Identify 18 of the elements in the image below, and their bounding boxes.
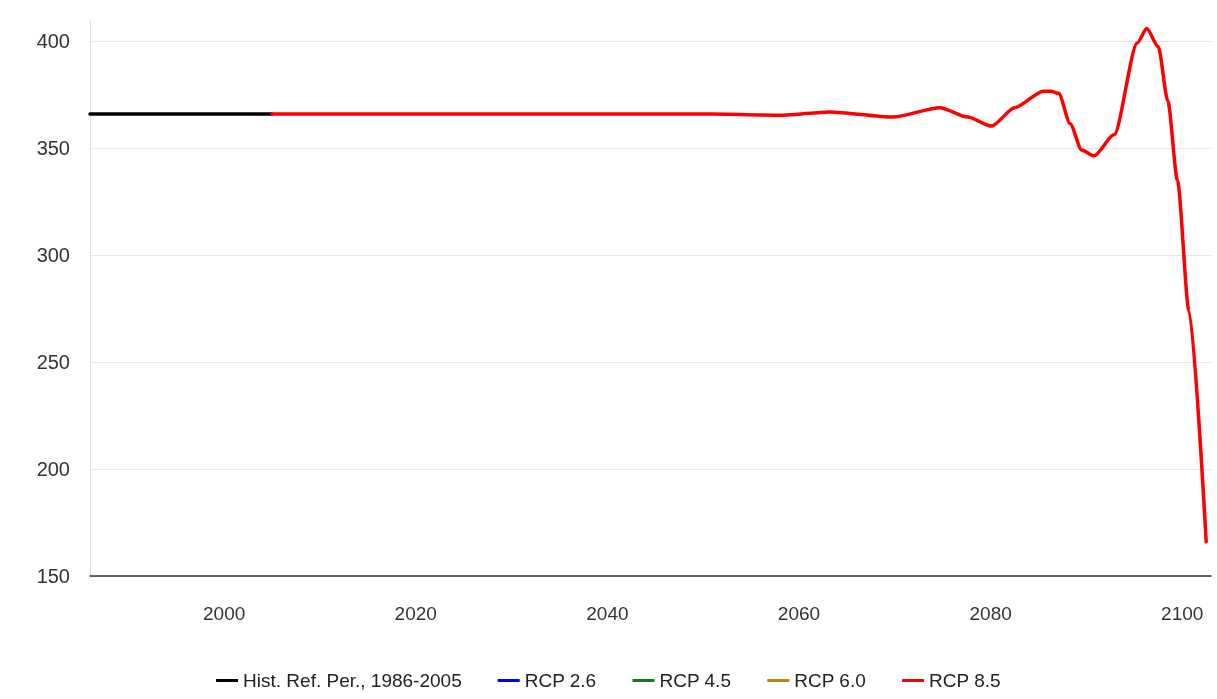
x-tick-label: 2020 — [394, 603, 437, 624]
legend-label: RCP 8.5 — [929, 670, 1001, 691]
y-tick-label: 250 — [36, 351, 70, 374]
legend-label: RCP 6.0 — [794, 670, 866, 691]
x-tick-label: 2040 — [586, 603, 629, 624]
y-tick-label: 350 — [36, 137, 70, 160]
x-tick-label: 2080 — [969, 603, 1012, 624]
x-tick-label: 2060 — [777, 603, 821, 624]
y-tick-label: 150 — [36, 565, 70, 587]
y-tick-label: 200 — [36, 458, 70, 481]
line-series — [270, 26, 1208, 544]
legend-label: RCP 2.6 — [524, 670, 597, 691]
y-tick-label: 400 — [36, 30, 70, 53]
legend-label: RCP 4.5 — [659, 670, 731, 691]
y-tick-label: 300 — [36, 244, 70, 267]
x-tick-label: 2100 — [1161, 603, 1204, 624]
legend-label: Hist. Ref. Per., 1986-2005 — [243, 670, 462, 691]
x-tick-label: 2000 — [203, 603, 246, 624]
